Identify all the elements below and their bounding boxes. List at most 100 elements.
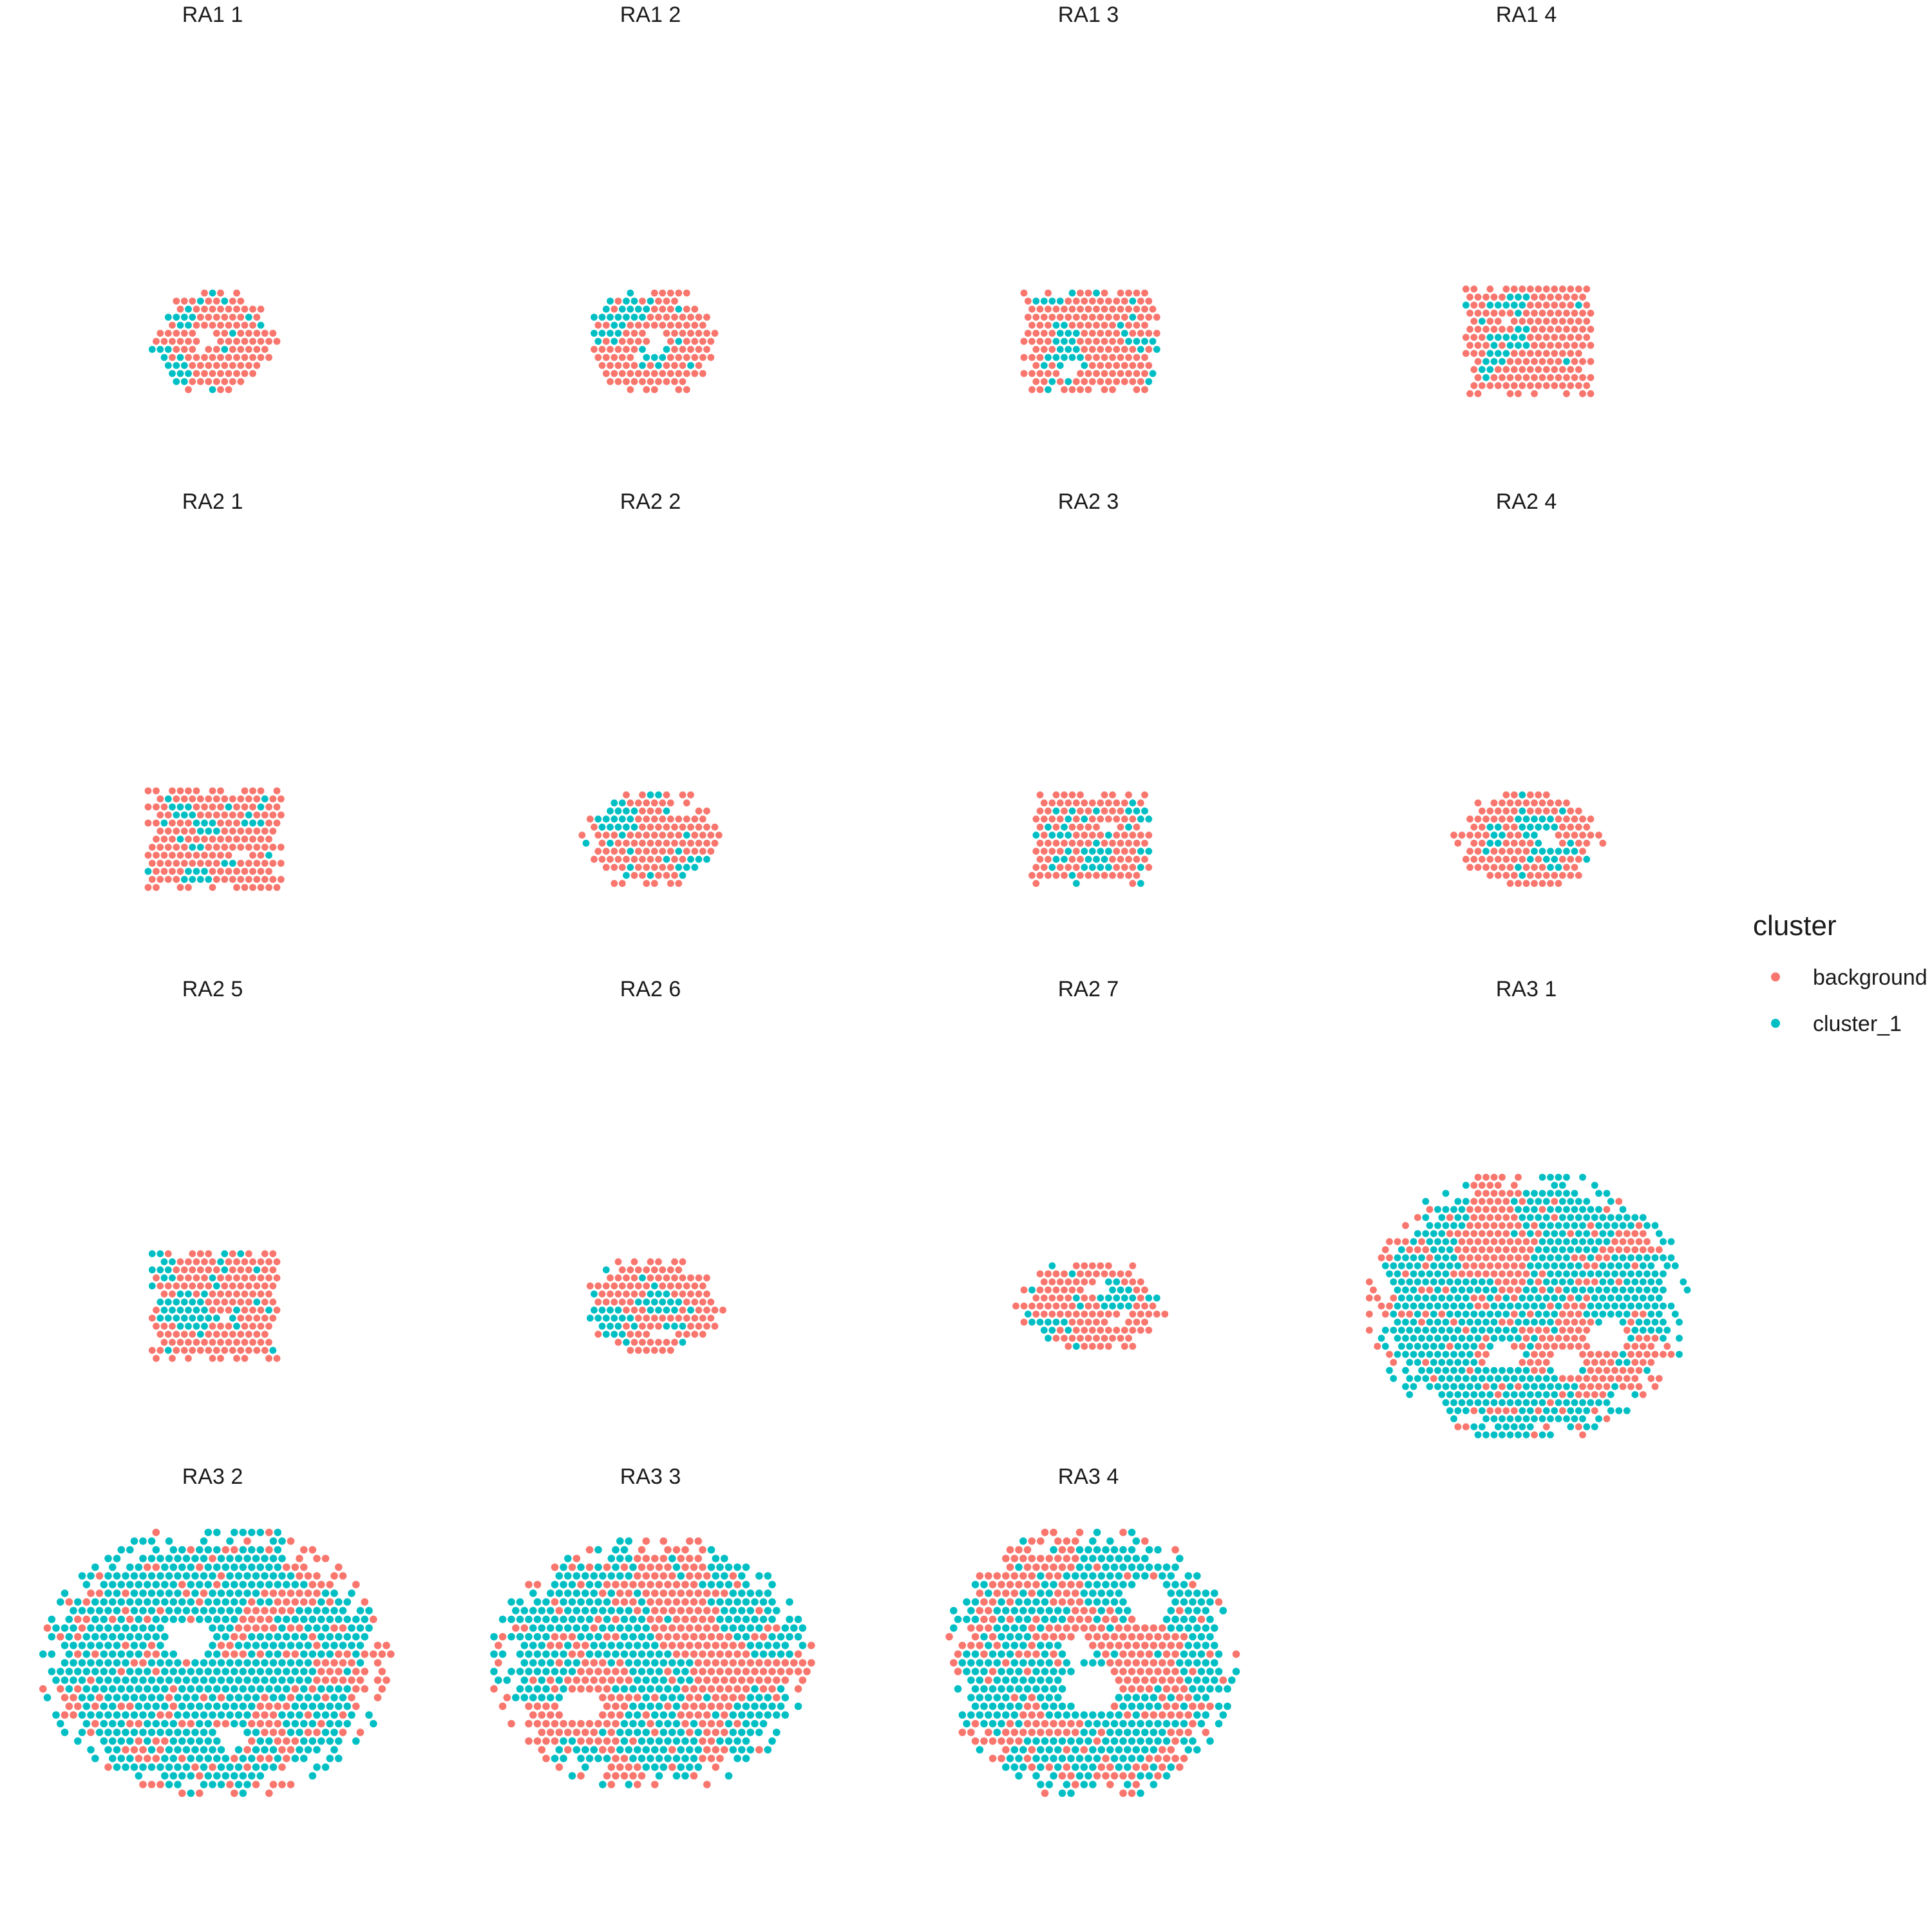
spot-cluster-1	[1101, 855, 1108, 863]
spot-background	[590, 1624, 598, 1632]
spot-background	[980, 1615, 988, 1624]
spot-background	[274, 1702, 282, 1710]
spot-background	[699, 1298, 706, 1306]
spot-background	[712, 1728, 720, 1736]
spot-background	[585, 1546, 594, 1554]
spot-background	[659, 1572, 668, 1580]
spot-cluster-1	[130, 1589, 138, 1597]
spot-cluster-1	[1145, 815, 1153, 823]
spot-background	[245, 860, 252, 867]
spot-background	[1651, 1334, 1659, 1342]
spot-background	[1547, 1350, 1554, 1358]
spot-cluster-1	[269, 1676, 278, 1684]
spot-background	[164, 876, 172, 883]
spot-cluster-1	[738, 1711, 746, 1719]
spot-cluster-1	[1102, 1719, 1110, 1728]
spot-background	[707, 1754, 715, 1763]
spot-background	[603, 1633, 611, 1641]
spot-background	[139, 1781, 147, 1788]
spot-cluster-1	[1048, 1327, 1056, 1334]
spot-background	[1531, 864, 1538, 871]
spot-cluster-1	[647, 1685, 654, 1693]
spot-cluster-1	[786, 1633, 793, 1641]
spot-background	[180, 298, 188, 305]
spot-background	[1535, 791, 1542, 799]
spot-cluster-1	[781, 1642, 790, 1649]
spot-cluster-1	[989, 1650, 997, 1658]
spot-cluster-1	[1406, 1391, 1414, 1398]
spot-background	[269, 828, 277, 835]
spot-background	[1579, 293, 1586, 301]
spot-cluster-1	[1522, 293, 1530, 301]
spot-cluster-1	[1519, 1423, 1526, 1430]
spot-cluster-1	[681, 1772, 689, 1780]
spot-background	[1587, 1318, 1595, 1326]
spot-background	[1458, 1270, 1466, 1278]
spot-background	[217, 354, 224, 361]
spot-background	[671, 378, 678, 385]
spot-background	[1153, 330, 1160, 337]
spot-background	[229, 298, 236, 305]
spot-background	[1539, 293, 1546, 301]
spot-background	[1535, 285, 1542, 293]
spot-background	[361, 1598, 369, 1606]
spot-cluster-1	[677, 1676, 685, 1684]
spot-background	[675, 1282, 683, 1290]
spot-cluster-1	[1422, 1230, 1430, 1237]
spot-background	[1121, 1278, 1128, 1285]
spot-background	[1028, 1572, 1036, 1580]
spot-cluster-1	[647, 1650, 654, 1658]
spot-cluster-1	[287, 1642, 295, 1649]
spot-cluster-1	[1539, 1173, 1546, 1181]
spot-background	[1414, 1246, 1421, 1253]
spot-cluster-1	[117, 1754, 126, 1763]
spot-cluster-1	[70, 1659, 77, 1667]
spot-cluster-1	[1394, 1302, 1401, 1310]
spot-cluster-1	[182, 1711, 191, 1719]
spot-background	[1056, 799, 1064, 807]
spot-cluster-1	[1623, 1262, 1631, 1269]
spot-background	[269, 1624, 278, 1632]
spot-cluster-1	[1526, 1198, 1534, 1205]
spot-cluster-1	[620, 1650, 629, 1658]
spot-cluster-1	[1206, 1598, 1214, 1606]
spot-background	[985, 1676, 992, 1684]
spot-background	[104, 1763, 112, 1771]
spot-cluster-1	[1522, 1367, 1530, 1374]
spot-cluster-1	[1390, 1311, 1397, 1318]
spot-cluster-1	[591, 1306, 598, 1314]
spot-background	[958, 1728, 967, 1736]
spot-background	[647, 1580, 654, 1589]
spot-cluster-1	[1089, 1659, 1097, 1667]
spot-cluster-1	[304, 1659, 312, 1667]
spot-cluster-1	[611, 337, 618, 345]
spot-background	[1015, 1580, 1023, 1589]
spot-background	[695, 314, 703, 321]
spot-cluster-1	[1442, 1399, 1450, 1406]
spot-background	[135, 1754, 143, 1763]
spot-background	[1065, 1311, 1072, 1318]
spot-cluster-1	[1197, 1685, 1206, 1693]
spot-background	[639, 807, 646, 815]
spot-background	[169, 851, 176, 859]
spot-cluster-1	[630, 1322, 638, 1330]
spot-background	[1631, 1246, 1639, 1253]
spot-background	[1519, 855, 1526, 863]
spot-cluster-1	[182, 1555, 191, 1562]
spot-background	[655, 1598, 663, 1606]
spot-cluster-1	[269, 1763, 278, 1771]
spot-background	[241, 1306, 249, 1314]
spot-background	[634, 831, 642, 839]
spot-cluster-1	[1478, 1327, 1486, 1334]
spot-background	[712, 1659, 720, 1667]
spot-background	[1132, 1624, 1141, 1632]
spot-cluster-1	[1141, 1694, 1149, 1701]
spot-background	[1176, 1607, 1184, 1615]
spot-background	[1563, 341, 1570, 349]
spot-background	[185, 1274, 192, 1282]
spot-cluster-1	[1542, 1278, 1550, 1285]
spot-cluster-1	[683, 831, 690, 839]
spot-cluster-1	[173, 1298, 180, 1306]
spot-background	[1510, 1182, 1518, 1189]
spot-background	[352, 1702, 360, 1710]
